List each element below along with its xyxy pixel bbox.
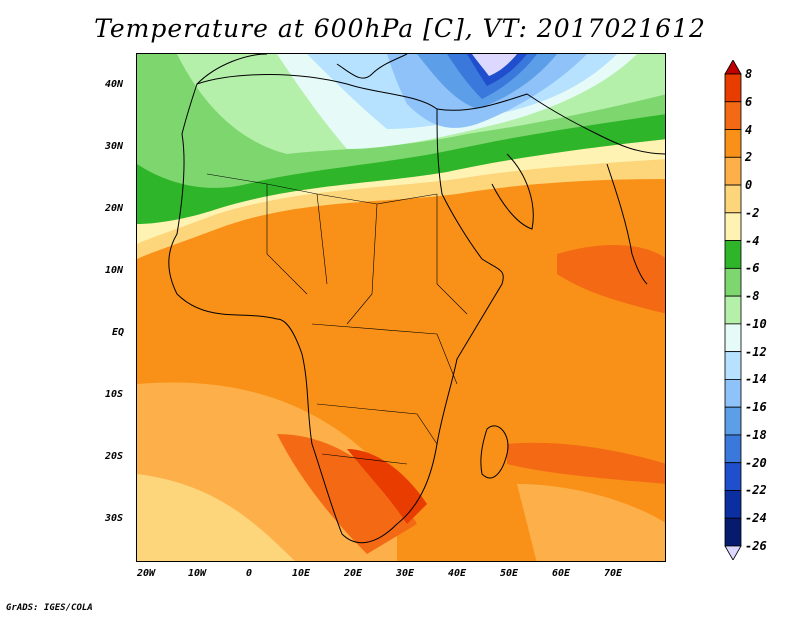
border-line: [316, 403, 438, 445]
colorbar-segment: [724, 240, 742, 269]
lon-label: 30E: [395, 568, 415, 579]
asia-coastline: [436, 93, 665, 155]
colorbar-segment: [724, 212, 742, 241]
border-line: [316, 193, 328, 285]
colorbar-segment: [724, 323, 742, 353]
colorbar-segment: [724, 490, 742, 519]
lon-label: 20W: [136, 568, 156, 579]
colorbar-label: -20: [745, 455, 767, 470]
colorbar-segment: [724, 351, 742, 380]
colorbar-label: -4: [745, 233, 760, 248]
colorbar-label: -22: [745, 483, 767, 498]
lat-label: 30N: [105, 141, 124, 152]
field-zone: [277, 434, 417, 554]
coastlines: [168, 54, 665, 544]
colorbar-label: -24: [745, 511, 767, 526]
colorbar-label: -8: [745, 289, 760, 304]
lon-label: 0: [245, 568, 253, 579]
map-svg: [137, 54, 665, 561]
country-borders: [206, 173, 468, 465]
lat-label: EQ: [112, 327, 125, 338]
colorbar-segment: [724, 379, 742, 408]
border-line: [346, 203, 378, 325]
colorbar-max-arrow: [724, 60, 742, 75]
lat-label: 20N: [105, 203, 124, 214]
chart-title: Temperature at 600hPa [C], VT: 201702161…: [94, 14, 706, 43]
colorbar-label: -6: [745, 261, 760, 276]
colorbar-label: -16: [745, 400, 767, 415]
lon-label: 10E: [291, 568, 311, 579]
lat-label: 20S: [105, 451, 124, 462]
colorbar-min-arrow: [724, 545, 742, 560]
colorbar-label: -26: [745, 539, 767, 553]
colorbar-label: 6: [745, 94, 753, 109]
border-line: [266, 184, 308, 295]
lon-label: 70E: [603, 568, 623, 579]
colorbar: [724, 60, 742, 560]
border-line: [311, 323, 458, 385]
arabia-coastline: [491, 153, 534, 230]
colorbar-label: -10: [745, 316, 767, 331]
colorbar-label: 8: [745, 67, 753, 81]
colorbar-label: -18: [745, 427, 767, 442]
colorbar-label: -12: [745, 344, 767, 359]
africa-coastline: [168, 74, 504, 544]
field-zone: [347, 449, 427, 524]
colorbar-segment: [724, 295, 742, 325]
lon-label: 40E: [447, 568, 467, 579]
colorbar-segment: [724, 184, 742, 214]
lon-label: 50E: [499, 568, 519, 579]
field-zone: [557, 245, 665, 314]
lat-label: 40N: [105, 79, 124, 90]
lon-label: 20E: [343, 568, 363, 579]
madagascar-coastline: [480, 425, 509, 479]
colorbar-label: 0: [745, 178, 753, 193]
temperature-map: [136, 53, 666, 562]
iberia-coastline: [196, 54, 268, 85]
lon-label: 60E: [551, 568, 571, 579]
india-coastline: [606, 163, 648, 285]
colorbar-label: 2: [745, 150, 753, 165]
field-zone: [507, 442, 665, 484]
colorbar-label: -14: [745, 372, 767, 387]
colorbar-segment: [724, 156, 742, 186]
border-line: [436, 194, 468, 315]
colorbar-segment: [724, 73, 742, 103]
colorbar-segment: [724, 101, 742, 130]
lat-label: 10N: [105, 265, 124, 276]
colorbar-segment: [724, 517, 742, 547]
lon-label: 10W: [187, 568, 207, 579]
border-line: [321, 453, 408, 465]
colorbar-segment: [724, 129, 742, 158]
credit-text: GrADS: IGES/COLA: [6, 603, 93, 613]
colorbar-label: 4: [745, 122, 753, 137]
colorbar-segment: [724, 267, 742, 297]
colorbar-segment: [724, 434, 742, 464]
italy-coastline: [336, 54, 408, 79]
colorbar-segment: [724, 406, 742, 436]
field-zone: [517, 484, 665, 561]
colorbar-label: -2: [745, 205, 760, 220]
lat-label: 30S: [105, 513, 124, 524]
field-zone: [472, 54, 517, 76]
field-zone: [137, 474, 295, 561]
lat-label: 10S: [105, 389, 124, 400]
colorbar-segment: [724, 462, 742, 491]
